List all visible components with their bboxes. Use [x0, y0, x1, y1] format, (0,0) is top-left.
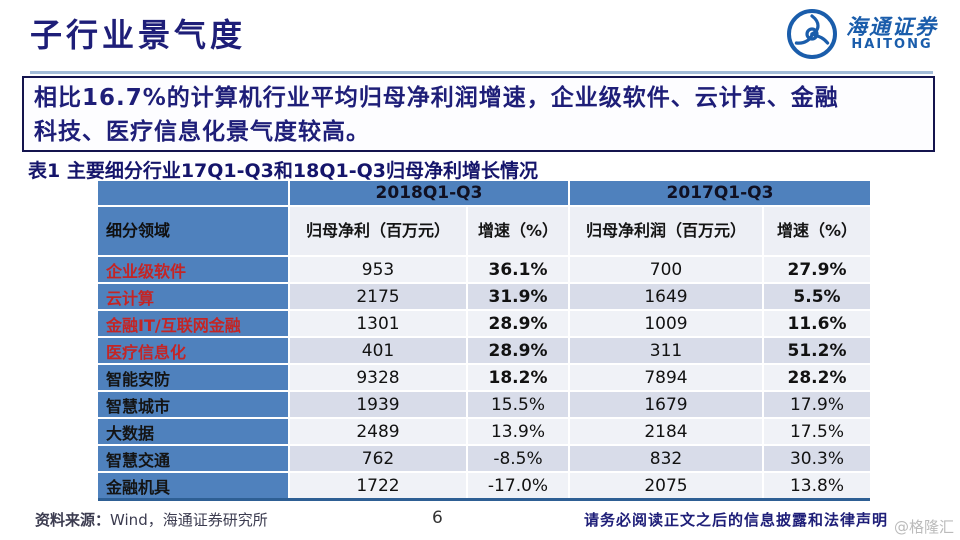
net-profit-2018-cell: 762 — [290, 446, 466, 471]
growth-2018-cell: -17.0% — [468, 473, 568, 498]
col-header-np-2018: 归母净利（百万元） — [290, 207, 466, 255]
col-header-segment: 细分领域 — [98, 207, 288, 255]
net-profit-2017-cell: 832 — [570, 446, 762, 471]
table-caption: 表1 主要细分行业17Q1-Q3和18Q1-Q3归母净利增长情况 — [28, 160, 538, 182]
segment-label-cell: 医疗信息化 — [98, 338, 288, 363]
growth-2017-cell: 17.9% — [764, 392, 870, 417]
net-profit-2018-cell: 2175 — [290, 284, 466, 309]
segment-label-cell: 企业级软件 — [98, 257, 288, 282]
net-profit-2018-cell: 9328 — [290, 365, 466, 390]
source-label: 资料来源： — [35, 511, 111, 529]
net-profit-2017-cell: 1649 — [570, 284, 762, 309]
growth-2018-cell: 36.1% — [468, 257, 568, 282]
page-title: 子行业景气度 — [30, 16, 247, 54]
banner-2017: 2017Q1-Q3 — [570, 181, 870, 205]
net-profit-2017-cell: 311 — [570, 338, 762, 363]
growth-2017-cell: 17.5% — [764, 419, 870, 444]
col-header-growth-2017: 增速（%） — [764, 207, 870, 255]
source-text: Wind，海通证券研究所 — [110, 511, 268, 529]
growth-2018-cell: 18.2% — [468, 365, 568, 390]
growth-2018-cell: 28.9% — [468, 311, 568, 336]
subsector-table: 2018Q1-Q3 2017Q1-Q3 细分领域 归母净利（百万元） 增速（%）… — [98, 181, 870, 501]
haitong-logo: 海通证券 HAITONG — [786, 8, 938, 60]
net-profit-2018-cell: 1939 — [290, 392, 466, 417]
growth-2018-cell: 28.9% — [468, 338, 568, 363]
growth-2017-cell: 27.9% — [764, 257, 870, 282]
segment-label-cell: 智慧交通 — [98, 446, 288, 471]
net-profit-2018-cell: 401 — [290, 338, 466, 363]
segment-label-cell: 大数据 — [98, 419, 288, 444]
page-number: 6 — [432, 508, 443, 528]
growth-2018-cell: 13.9% — [468, 419, 568, 444]
banner-2018: 2018Q1-Q3 — [290, 181, 568, 205]
net-profit-2018-cell: 1722 — [290, 473, 466, 498]
growth-2017-cell: 51.2% — [764, 338, 870, 363]
net-profit-2018-cell: 1301 — [290, 311, 466, 336]
highlight-line2: 科技、医疗信息化景气度较高。 — [34, 119, 370, 145]
footer-source: 资料来源：Wind，海通证券研究所 — [35, 509, 268, 530]
footer-disclaimer: 请务必阅读正文之后的信息披露和法律声明 — [583, 511, 888, 529]
logo-name-cn: 海通证券 — [846, 15, 938, 40]
net-profit-2017-cell: 2075 — [570, 473, 762, 498]
net-profit-2017-cell: 2184 — [570, 419, 762, 444]
title-divider — [30, 71, 933, 74]
net-profit-2017-cell: 1679 — [570, 392, 762, 417]
watermark: @格隆汇 — [893, 518, 954, 536]
growth-2018-cell: 31.9% — [468, 284, 568, 309]
col-header-growth-2018: 增速（%） — [468, 207, 568, 255]
highlight-box: 相比16.7%的计算机行业平均归母净利润增速，企业级软件、云计算、金融 科技、医… — [22, 76, 935, 152]
col-header-np-2017: 归母净利润（百万元） — [570, 207, 762, 255]
highlight-line1: 相比16.7%的计算机行业平均归母净利润增速，企业级软件、云计算、金融 — [34, 85, 839, 111]
growth-2017-cell: 5.5% — [764, 284, 870, 309]
segment-label-cell: 金融机具 — [98, 473, 288, 498]
growth-2018-cell: -8.5% — [468, 446, 568, 471]
growth-2017-cell: 13.8% — [764, 473, 870, 498]
segment-label-cell: 智慧城市 — [98, 392, 288, 417]
net-profit-2018-cell: 2489 — [290, 419, 466, 444]
banner-blank-cell — [98, 181, 288, 205]
segment-label-cell: 智能安防 — [98, 365, 288, 390]
segment-label-cell: 金融IT/互联网金融 — [98, 311, 288, 336]
segment-label-cell: 云计算 — [98, 284, 288, 309]
haitong-emblem-icon — [787, 9, 837, 59]
logo-name-en: HAITONG — [851, 37, 933, 53]
net-profit-2017-cell: 1009 — [570, 311, 762, 336]
net-profit-2017-cell: 7894 — [570, 365, 762, 390]
growth-2017-cell: 11.6% — [764, 311, 870, 336]
net-profit-2018-cell: 953 — [290, 257, 466, 282]
net-profit-2017-cell: 700 — [570, 257, 762, 282]
growth-2017-cell: 30.3% — [764, 446, 870, 471]
growth-2017-cell: 28.2% — [764, 365, 870, 390]
growth-2018-cell: 15.5% — [468, 392, 568, 417]
